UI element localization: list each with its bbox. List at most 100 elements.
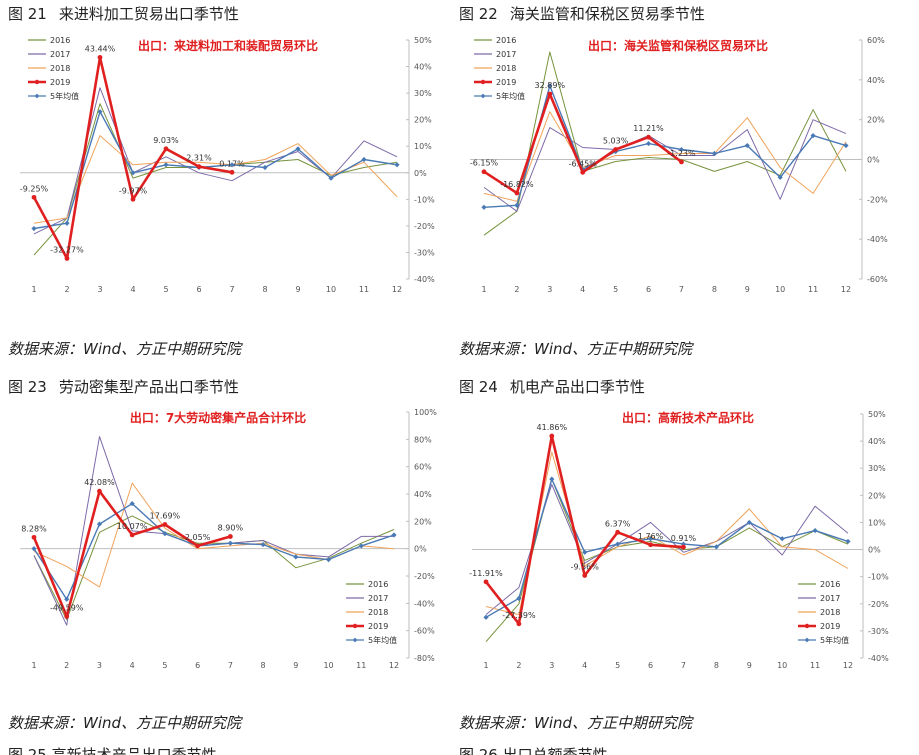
x-tick-label: 7 bbox=[228, 661, 233, 670]
figure-title-21: 图 21 来进料加工贸易出口季节性 bbox=[8, 5, 239, 23]
data-label-2019: -9.56% bbox=[571, 562, 600, 571]
point-2019 bbox=[97, 488, 102, 494]
legend-marker bbox=[34, 93, 40, 99]
y-tick-label: 80% bbox=[414, 435, 432, 444]
point-avg bbox=[582, 549, 588, 555]
x-tick-label: 8 bbox=[262, 285, 267, 294]
y-tick-label: 60% bbox=[414, 463, 432, 472]
data-label-2019: 6.37% bbox=[605, 519, 631, 528]
point-avg bbox=[779, 536, 785, 542]
x-tick-label: 1 bbox=[481, 285, 486, 294]
x-tick-label: 1 bbox=[31, 285, 36, 294]
x-tick-label: 4 bbox=[580, 285, 585, 294]
figure-title-23: 图 23 劳动密集型产品出口季节性 bbox=[8, 378, 239, 396]
series-line-2016 bbox=[483, 51, 847, 236]
chart-title: 出口：海关监管和保税区贸易环比 bbox=[588, 38, 768, 53]
x-tick-label: 7 bbox=[679, 285, 684, 294]
point-2019 bbox=[549, 433, 555, 439]
point-avg bbox=[64, 220, 70, 226]
point-avg bbox=[481, 204, 487, 210]
point-2019 bbox=[31, 194, 37, 200]
point-avg bbox=[31, 225, 37, 232]
x-tick-label: 11 bbox=[359, 285, 369, 294]
x-tick-label: 11 bbox=[356, 661, 366, 670]
x-tick-label: 3 bbox=[547, 285, 552, 294]
point-avg bbox=[130, 170, 136, 176]
data-label-2019: -6.15% bbox=[470, 159, 499, 168]
x-tick-label: 9 bbox=[747, 661, 752, 670]
source-note-22: 数据来源：Wind、方正中期研究院 bbox=[459, 340, 693, 358]
series-line-2018 bbox=[483, 111, 847, 202]
x-tick-label: 8 bbox=[714, 661, 719, 670]
figure-title-22: 图 22 海关监管和保税区贸易季节性 bbox=[459, 5, 705, 23]
legend-marker bbox=[804, 623, 810, 629]
chart-processing-trade: -40%-30%-20%-10%0%10%20%30%40%50%1 2 3 4 5 6 7… bbox=[20, 36, 435, 294]
y-tick-label: 0% bbox=[414, 545, 427, 554]
point-2019 bbox=[64, 256, 70, 261]
point-2019 bbox=[31, 534, 37, 540]
chart-bonded-zone-trade: -60%-40%-20%0%20%40%60%1 2 3 4 5 6 7 8 9 10 11 12-6… bbox=[470, 36, 888, 294]
y-tick-label: 100% bbox=[414, 408, 437, 417]
next-figure-title-26: 图 26 出口总额季节性 bbox=[459, 746, 608, 755]
x-tick-label: 4 bbox=[130, 285, 135, 294]
point-2019 bbox=[227, 534, 233, 539]
data-label-2019: -1.23% bbox=[667, 149, 696, 158]
point-avg bbox=[64, 596, 70, 602]
point-2019 bbox=[648, 542, 653, 548]
figure-title-24: 图 24 机电产品出口季节性 bbox=[459, 378, 645, 396]
point-avg bbox=[229, 162, 235, 168]
legend-label: 2019 bbox=[368, 622, 388, 631]
legend-label: 2018 bbox=[368, 608, 388, 617]
legend-label: 2017 bbox=[50, 50, 70, 59]
series-line-2019 bbox=[484, 434, 684, 626]
point-2019 bbox=[481, 169, 487, 175]
x-tick-label: 12 bbox=[841, 285, 851, 294]
data-label-2019: 0.17% bbox=[219, 159, 245, 168]
y-tick-label: 20% bbox=[414, 517, 432, 526]
y-tick-label: 30% bbox=[414, 89, 432, 98]
x-tick-label: 7 bbox=[229, 285, 234, 294]
point-avg bbox=[227, 540, 233, 546]
data-label-2019: -9.97% bbox=[119, 186, 148, 195]
point-2019 bbox=[582, 573, 588, 578]
x-tick-label: 3 bbox=[97, 285, 102, 294]
y-tick-label: 50% bbox=[868, 410, 886, 419]
y-tick-label: -40% bbox=[414, 275, 435, 284]
legend-label: 2018 bbox=[50, 64, 70, 73]
data-label-2019: 9.03% bbox=[153, 136, 179, 145]
y-tick-label: 10% bbox=[414, 142, 432, 151]
x-tick-label: 2 bbox=[64, 285, 69, 294]
point-avg bbox=[394, 162, 400, 168]
x-tick-label: 6 bbox=[196, 285, 201, 294]
x-tick-label: 10 bbox=[326, 285, 336, 294]
legend-label: 2018 bbox=[496, 64, 516, 73]
legend-label: 2016 bbox=[496, 36, 516, 45]
point-2019 bbox=[679, 159, 684, 165]
point-2019 bbox=[97, 55, 103, 60]
x-tick-label: 3 bbox=[97, 661, 102, 670]
legend-label: 2019 bbox=[50, 78, 70, 87]
legend: 2016 2017 2018 2019 5年均值 bbox=[798, 580, 849, 645]
point-avg bbox=[391, 532, 397, 538]
x-tick-label: 9 bbox=[293, 661, 298, 670]
point-avg bbox=[812, 527, 818, 534]
y-tick-label: 10% bbox=[868, 518, 886, 527]
point-avg bbox=[547, 83, 553, 89]
data-label-2019: 8.90% bbox=[218, 524, 244, 533]
point-2019 bbox=[483, 579, 489, 585]
y-tick-label: -40% bbox=[867, 235, 888, 244]
point-avg bbox=[549, 476, 555, 482]
x-tick-label: 1 bbox=[31, 661, 36, 670]
data-label-2019: 42.08% bbox=[84, 478, 115, 487]
source-note-23: 数据来源：Wind、方正中期研究院 bbox=[8, 714, 242, 732]
point-avg bbox=[810, 133, 816, 139]
point-avg bbox=[843, 142, 849, 149]
legend-label: 2017 bbox=[496, 50, 516, 59]
x-tick-label: 8 bbox=[712, 285, 717, 294]
legend-label: 2018 bbox=[820, 608, 840, 617]
y-tick-label: 20% bbox=[414, 116, 432, 125]
legend-marker bbox=[352, 637, 358, 643]
point-avg bbox=[293, 554, 299, 560]
point-2019 bbox=[547, 91, 553, 97]
point-2019 bbox=[613, 147, 619, 152]
